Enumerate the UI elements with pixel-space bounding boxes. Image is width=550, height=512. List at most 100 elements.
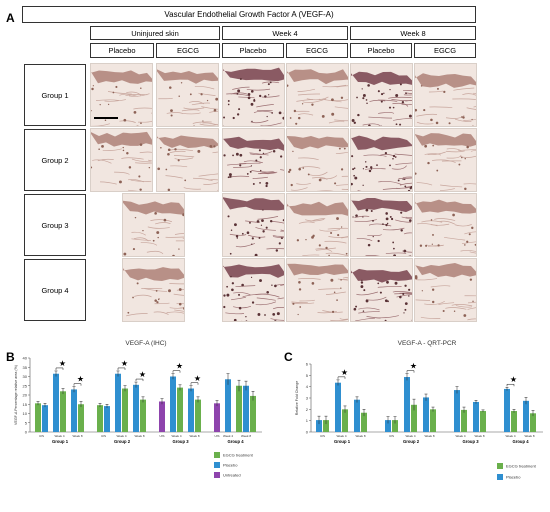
x-tick-label: UIS <box>159 434 164 438</box>
significance-star: ★ <box>139 370 146 379</box>
x-tick-label: UIS <box>101 434 106 438</box>
y-tick-label: 5 <box>306 373 309 378</box>
y-tick-label: 35 <box>23 365 28 370</box>
x-tick-label: Week 8 <box>241 434 251 438</box>
y-tick-label: 5 <box>25 420 28 425</box>
bar <box>122 388 128 432</box>
treatment-header-placebo: Placebo <box>222 43 284 58</box>
bar <box>411 404 417 432</box>
histology-image <box>222 258 285 322</box>
histology-image <box>414 63 477 127</box>
y-tick-label: 30 <box>23 374 28 379</box>
x-tick-label: UIS <box>214 434 219 438</box>
group-label: Group 2 <box>114 439 131 444</box>
group-label: Group 4 <box>512 439 529 444</box>
x-tick-label: Week 8 <box>189 434 199 438</box>
histology-image <box>122 258 185 322</box>
histology-image <box>414 258 477 322</box>
y-tick-label: 10 <box>23 411 28 416</box>
bar <box>140 399 146 432</box>
x-tick-label: Week 8 <box>355 434 365 438</box>
group-label: Group 1 <box>334 439 351 444</box>
row-label-group-3: Group 3 <box>24 194 86 256</box>
significance-bracket <box>172 370 181 373</box>
significance-bracket <box>506 383 515 387</box>
histology-image <box>156 128 219 192</box>
bar <box>423 397 429 432</box>
group-label: Group 1 <box>52 439 69 444</box>
timepoint-week4: Week 4 <box>222 26 348 40</box>
x-tick-label: Week 4 <box>505 434 515 438</box>
bar <box>454 390 460 432</box>
group-label: Group 4 <box>227 439 244 444</box>
significance-star: ★ <box>176 362 183 371</box>
x-tick-label: Week 4 <box>54 434 64 438</box>
histology-image <box>414 128 477 192</box>
significance-bracket <box>406 370 415 373</box>
histology-image <box>286 63 349 127</box>
bar <box>236 385 242 432</box>
bar <box>60 391 66 432</box>
bar <box>195 399 201 432</box>
bar <box>188 388 194 432</box>
panel-a-letter: A <box>6 11 15 25</box>
histology-image <box>222 128 285 192</box>
chart-title: VEGF-A (IHC) <box>125 340 166 347</box>
bar <box>78 404 84 432</box>
bar <box>461 409 467 432</box>
x-tick-label: Week 4 <box>455 434 465 438</box>
y-tick-label: 1 <box>306 418 309 423</box>
significance-star: ★ <box>410 362 417 371</box>
bar <box>511 411 517 432</box>
treatment-header-egcg: EGCG <box>414 43 476 58</box>
bar <box>361 412 367 432</box>
bar <box>335 382 341 432</box>
bar <box>225 379 231 432</box>
panel-c-letter: C <box>284 350 293 364</box>
legend-swatch <box>214 452 220 458</box>
bar <box>71 389 77 432</box>
histology-image <box>350 128 413 192</box>
histology-image <box>286 258 349 322</box>
bar <box>480 411 486 432</box>
histology-image <box>90 128 153 192</box>
histology-image <box>90 63 153 127</box>
significance-bracket <box>135 378 144 382</box>
bar <box>177 387 183 432</box>
chart-title: VEGF-A - QRT-PCR <box>398 340 457 347</box>
bar <box>342 409 348 432</box>
significance-bracket <box>73 383 82 386</box>
bar <box>53 373 59 432</box>
timepoint-week8: Week 8 <box>350 26 476 40</box>
y-tick-label: 4 <box>306 384 309 389</box>
bar <box>97 405 103 432</box>
group-label: Group 3 <box>462 439 479 444</box>
significance-bracket <box>190 382 199 385</box>
y-tick-label: 6 <box>306 362 309 367</box>
bar <box>115 373 121 432</box>
legend-label: EGCG treatment <box>223 453 254 458</box>
bar <box>323 420 329 432</box>
histology-image <box>414 193 477 257</box>
x-tick-label: Week 4 <box>405 434 415 438</box>
treatment-header-placebo: Placebo <box>350 43 412 58</box>
histology-image <box>286 193 349 257</box>
x-tick-label: UIS <box>389 434 394 438</box>
y-tick-label: 40 <box>23 356 28 361</box>
histology-image <box>156 63 219 127</box>
legend-label: Placebo <box>223 463 238 468</box>
y-tick-label: 0 <box>306 430 309 435</box>
x-tick-label: Week 8 <box>424 434 434 438</box>
significance-bracket <box>117 367 126 370</box>
legend-label: EGCG treatment <box>506 464 537 469</box>
y-tick-label: 3 <box>306 396 309 401</box>
histology-image <box>350 193 413 257</box>
y-tick-label: 0 <box>25 430 28 435</box>
x-tick-label: UIS <box>320 434 325 438</box>
histology-image <box>350 258 413 322</box>
bar <box>42 405 48 432</box>
x-tick-label: Week 8 <box>474 434 484 438</box>
histology-image <box>222 63 285 127</box>
bar <box>104 406 110 432</box>
bar <box>170 376 176 432</box>
